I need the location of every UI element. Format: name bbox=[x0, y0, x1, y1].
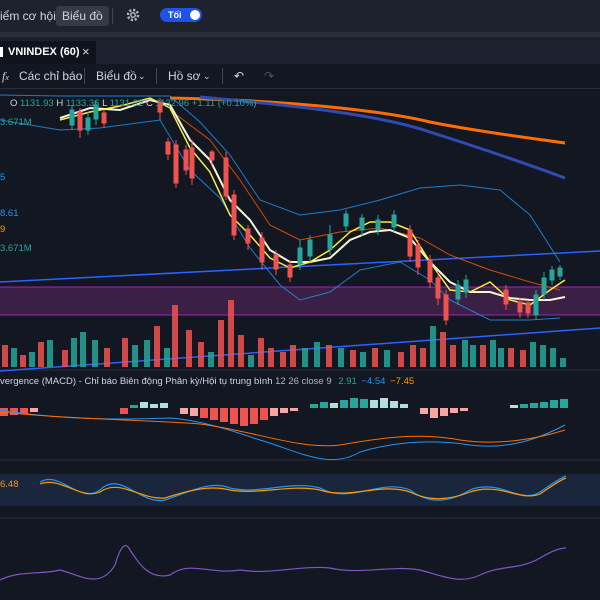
bollinger-upper bbox=[0, 94, 561, 263]
change-value: +1.11 (+0.10%) bbox=[191, 98, 257, 109]
redo-icon[interactable]: ↷ bbox=[264, 69, 275, 83]
macd-signal-line bbox=[0, 411, 566, 447]
gear-icon[interactable] bbox=[124, 6, 142, 24]
stoch-d-line bbox=[39, 477, 567, 500]
profile-button[interactable]: Hồ sơ bbox=[168, 69, 201, 83]
indicators-button[interactable]: Các chỉ báo bbox=[19, 69, 83, 83]
chart-tab-bar: VNINDEX (60) × bbox=[0, 33, 600, 67]
low-label: L bbox=[102, 98, 108, 109]
volume-bars bbox=[2, 300, 566, 367]
volume-ma-label: 3.671M bbox=[0, 117, 32, 128]
top-navigation: iểm cơ hội Biểu đồ Tối bbox=[0, 0, 600, 33]
price-chart[interactable] bbox=[0, 89, 600, 600]
candles bbox=[69, 98, 563, 325]
macd-line-value: −4.54 bbox=[361, 376, 386, 387]
trendline-lower[interactable] bbox=[0, 327, 600, 372]
chart-background bbox=[0, 89, 600, 600]
divider bbox=[222, 68, 223, 84]
divider bbox=[156, 68, 157, 84]
price-legend: O 1131.93 H 1133.36 L 1131.02 C 1132.96 … bbox=[10, 98, 257, 109]
high-label: H bbox=[56, 98, 64, 109]
chevron-down-icon: ⌄ bbox=[138, 71, 146, 81]
open-label: O bbox=[10, 98, 18, 109]
close-label: C bbox=[145, 98, 153, 109]
stoch-band bbox=[0, 474, 600, 506]
macd-signal-value: −7.45 bbox=[390, 376, 415, 387]
divider bbox=[84, 68, 85, 84]
macd-title: vergence (MACD) - Chỉ báo Biên động Phân… bbox=[0, 376, 273, 387]
highlight-zone bbox=[0, 287, 600, 315]
fx-icon[interactable]: fx bbox=[2, 69, 9, 83]
nav-chart-tab[interactable]: Biểu đồ bbox=[56, 6, 109, 26]
ma-value-label: 9 bbox=[0, 224, 6, 235]
chart-tab-icon bbox=[0, 47, 3, 57]
open-value: 1131.93 bbox=[20, 98, 54, 109]
undo-icon[interactable]: ↶ bbox=[234, 69, 245, 83]
toggle-knob bbox=[190, 10, 200, 20]
close-value: 1132.96 bbox=[155, 98, 190, 109]
high-value: 1133.36 bbox=[65, 98, 100, 109]
nav-opportunity-link[interactable]: iểm cơ hội bbox=[0, 9, 56, 23]
moving-average-mid bbox=[199, 95, 566, 180]
stoch-value-label: 6.48 bbox=[0, 479, 19, 490]
divider bbox=[112, 8, 113, 24]
chevron-down-icon: ⌄ bbox=[203, 71, 211, 81]
chart-toolbar: fx Các chỉ báo Biểu đồ ⌄ Hồ sơ ⌄ ↶ ↷ bbox=[0, 64, 600, 89]
bollinger-lower bbox=[0, 119, 561, 321]
ma-value-label: 5 bbox=[0, 172, 6, 183]
low-value: 1131.02 bbox=[109, 98, 144, 109]
macd-params: 12 26 close 9 bbox=[275, 376, 332, 387]
moving-average-short bbox=[59, 98, 566, 301]
ma-value-label: 8.61 bbox=[0, 208, 19, 219]
stoch-k-line bbox=[39, 475, 567, 501]
macd-line bbox=[0, 409, 566, 461]
tab-title: VNINDEX (60) bbox=[8, 46, 80, 58]
theme-toggle-label: Tối bbox=[168, 10, 182, 20]
macd-histogram bbox=[0, 398, 568, 426]
macd-histogram-value: 2.91 bbox=[338, 376, 357, 387]
rsi-line bbox=[0, 545, 567, 581]
theme-toggle[interactable]: Tối bbox=[160, 8, 202, 22]
close-icon[interactable]: × bbox=[82, 44, 90, 59]
chart-type-button[interactable]: Biểu đồ bbox=[96, 69, 137, 83]
volume-label: 3.671M bbox=[0, 243, 32, 254]
macd-legend: vergence (MACD) - Chỉ báo Biên động Phân… bbox=[0, 376, 414, 387]
